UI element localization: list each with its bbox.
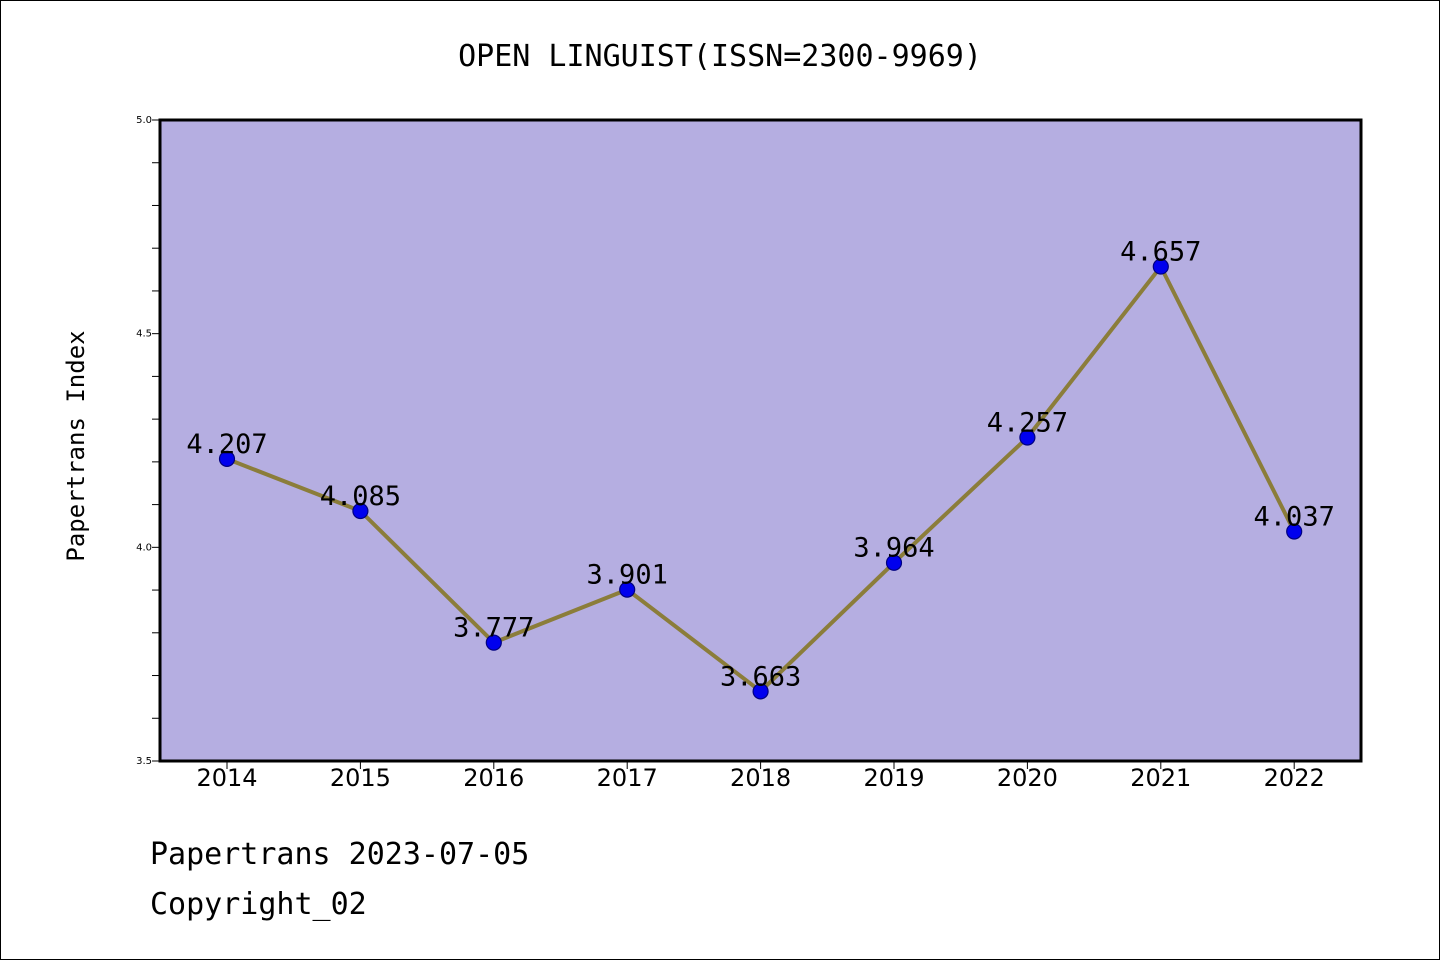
x-tick-label: 2014 (196, 764, 257, 792)
x-tick-label: 2017 (597, 764, 658, 792)
series-markers (218, 258, 1303, 700)
data-point (752, 683, 769, 700)
x-tick-label: 2018 (730, 764, 791, 792)
data-point (1286, 523, 1303, 540)
data-labels: 4.207 4.085 3.777 3.901 3.663 3.964 4.257 4.657… (186, 237, 1334, 693)
data-point (352, 502, 369, 520)
y-tick-label: 3.5 (136, 756, 152, 767)
data-label: 4.657 (1120, 237, 1201, 268)
y-axis: 3.5 4.0 4.5 5.0 (136, 115, 160, 767)
data-point (619, 581, 636, 598)
x-tick-label: 2022 (1264, 764, 1325, 792)
footer-copyright-text: Copyright_02 (150, 887, 367, 922)
chart-title: OPEN LINGUIST(ISSN=2300-9969) (458, 39, 982, 74)
data-label: 3.964 (853, 533, 934, 564)
data-point (885, 554, 903, 571)
data-point (218, 450, 236, 467)
x-tick-label: 2015 (330, 764, 391, 792)
x-tick-label: 2020 (997, 764, 1058, 792)
data-point (1152, 258, 1169, 275)
x-tick-label: 2019 (863, 764, 924, 792)
data-label: 4.207 (186, 429, 267, 460)
data-label: 3.901 (587, 560, 668, 591)
y-tick-label: 4.0 (136, 542, 152, 553)
data-point (485, 634, 502, 651)
x-tick-label: 2016 (463, 764, 524, 792)
footer-date-text: Papertrans 2023-07-05 (150, 837, 529, 872)
y-tick-label: 5.0 (136, 115, 152, 126)
data-label: 3.663 (720, 661, 801, 692)
x-tick-label: 2021 (1130, 764, 1191, 792)
data-label: 4.037 (1254, 502, 1335, 533)
data-label: 3.777 (453, 613, 534, 644)
plot-area (158, 118, 1363, 763)
data-label: 4.085 (320, 481, 401, 512)
y-tick-label: 4.5 (136, 329, 152, 340)
x-axis: 2014 2015 2016 2017 2018 2019 2020 2021 2022 (196, 761, 1325, 792)
data-label: 4.257 (987, 408, 1068, 439)
data-point (1019, 429, 1036, 446)
y-axis-label: Papertrans Index (62, 330, 90, 561)
